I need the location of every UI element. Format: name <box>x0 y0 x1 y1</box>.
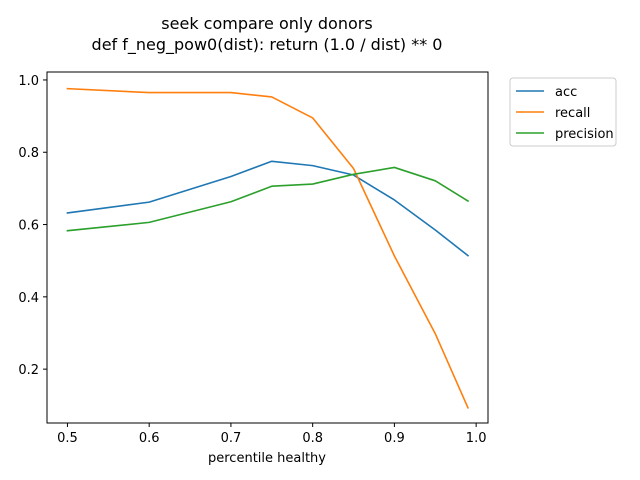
y-tick-label: 0.8 <box>18 146 39 161</box>
series-line-recall <box>66 87 470 409</box>
x-tick-label: 0.9 <box>384 431 405 446</box>
x-tick-label: 1.0 <box>466 431 487 446</box>
chart-title: seek compare only donors <box>161 14 372 33</box>
series-lines <box>66 87 470 409</box>
x-tick-label: 0.5 <box>57 431 78 446</box>
y-tick-label: 0.2 <box>18 363 39 378</box>
y-tick-label: 1.0 <box>18 74 39 89</box>
x-tick-label: 0.7 <box>221 431 242 446</box>
legend-label-precision: precision <box>555 127 614 142</box>
x-axis-ticks: 0.5 0.6 0.7 0.8 0.9 1.0 <box>57 423 486 446</box>
series-line-acc <box>66 160 470 257</box>
legend: acc recall precision <box>509 77 617 147</box>
plot-area-frame <box>46 71 489 424</box>
legend-label-recall: recall <box>555 106 590 121</box>
x-tick-label: 0.6 <box>139 431 160 446</box>
y-axis-ticks: 0.2 0.4 0.6 0.8 1.0 <box>18 74 47 378</box>
x-tick-label: 0.8 <box>302 431 323 446</box>
chart-subtitle: def f_neg_pow0(dist): return (1.0 / dist… <box>92 35 443 55</box>
series-line-precision <box>66 166 470 232</box>
legend-frame <box>509 77 617 147</box>
y-tick-label: 0.4 <box>18 291 39 306</box>
y-tick-label: 0.6 <box>18 219 39 234</box>
legend-label-acc: acc <box>555 85 577 100</box>
x-axis-label: percentile healthy <box>208 451 326 466</box>
